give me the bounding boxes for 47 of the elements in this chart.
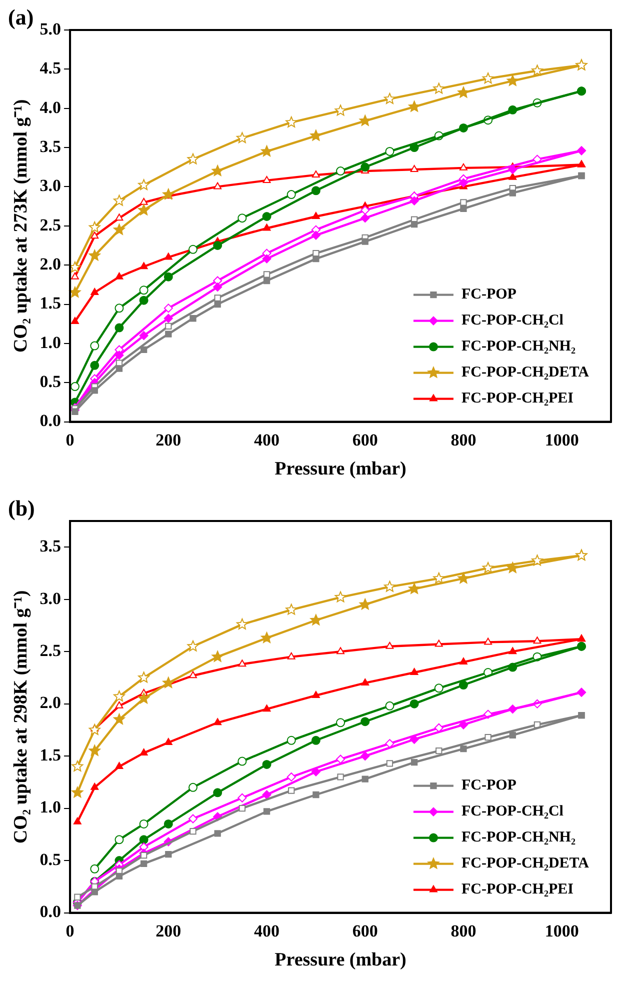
chart-title: (b) xyxy=(8,496,35,521)
x-tick-label: 600 xyxy=(352,921,378,940)
x-tick-label: 0 xyxy=(66,430,74,450)
y-tick-label: 0.0 xyxy=(40,902,62,922)
legend-label: FC-POP-CH₂Cl xyxy=(461,312,564,329)
legend-label: FC-POP-CH₂Cl xyxy=(461,804,564,820)
y-axis-title: CO₂ uptake at 298K (mmol g⁻¹) xyxy=(10,590,32,844)
y-tick-label: 0.0 xyxy=(40,411,62,430)
x-axis-title: Pressure (mbar) xyxy=(274,950,406,971)
legend-label: FC-POP-CH₂NH₂ xyxy=(461,338,576,355)
legend-label: FC-POP xyxy=(461,778,516,794)
y-tick-label: 2.5 xyxy=(40,215,62,234)
x-tick-label: 200 xyxy=(156,921,182,940)
y-tick-label: 3.5 xyxy=(40,136,62,156)
chart-title: (a) xyxy=(8,4,34,30)
x-tick-label: 400 xyxy=(254,921,280,940)
x-tick-label: 600 xyxy=(352,430,378,450)
y-tick-label: 0.5 xyxy=(40,850,62,869)
legend-label: FC-POP xyxy=(461,286,516,303)
y-tick-label: 4.5 xyxy=(40,58,62,78)
legend-label: FC-POP-CH₂NH₂ xyxy=(461,830,576,846)
x-tick-label: 1000 xyxy=(544,430,579,450)
x-tick-label: 400 xyxy=(254,430,280,450)
y-tick-label: 3.0 xyxy=(40,588,62,608)
x-tick-label: 1000 xyxy=(544,921,579,940)
x-tick-label: 200 xyxy=(156,430,182,450)
y-tick-label: 5.0 xyxy=(40,19,62,38)
legend-label: FC-POP-CH₂DETA xyxy=(461,856,590,872)
y-tick-label: 1.5 xyxy=(40,745,62,764)
x-tick-label: 800 xyxy=(450,430,476,450)
y-tick-label: 2.5 xyxy=(40,640,62,660)
legend-label: FC-POP-CH₂PEI xyxy=(461,390,574,407)
y-tick-label: 0.5 xyxy=(40,372,62,392)
y-tick-label: 2.0 xyxy=(40,254,62,274)
y-tick-label: 1.0 xyxy=(40,332,62,352)
y-tick-label: 2.0 xyxy=(40,693,62,712)
x-axis-title: Pressure (mbar) xyxy=(274,458,406,480)
y-axis-title: CO₂ uptake at 273K (mmol g⁻¹) xyxy=(10,99,32,353)
y-tick-label: 3.5 xyxy=(40,536,62,556)
y-tick-label: 3.0 xyxy=(40,176,62,196)
y-tick-label: 1.0 xyxy=(40,798,62,817)
y-tick-label: 1.5 xyxy=(40,294,62,313)
legend-label: FC-POP-CH₂DETA xyxy=(461,364,590,381)
legend-label: FC-POP-CH₂PEI xyxy=(461,882,574,898)
x-tick-label: 0 xyxy=(66,921,74,940)
y-tick-label: 4.0 xyxy=(40,98,62,117)
x-tick-label: 800 xyxy=(450,921,476,940)
